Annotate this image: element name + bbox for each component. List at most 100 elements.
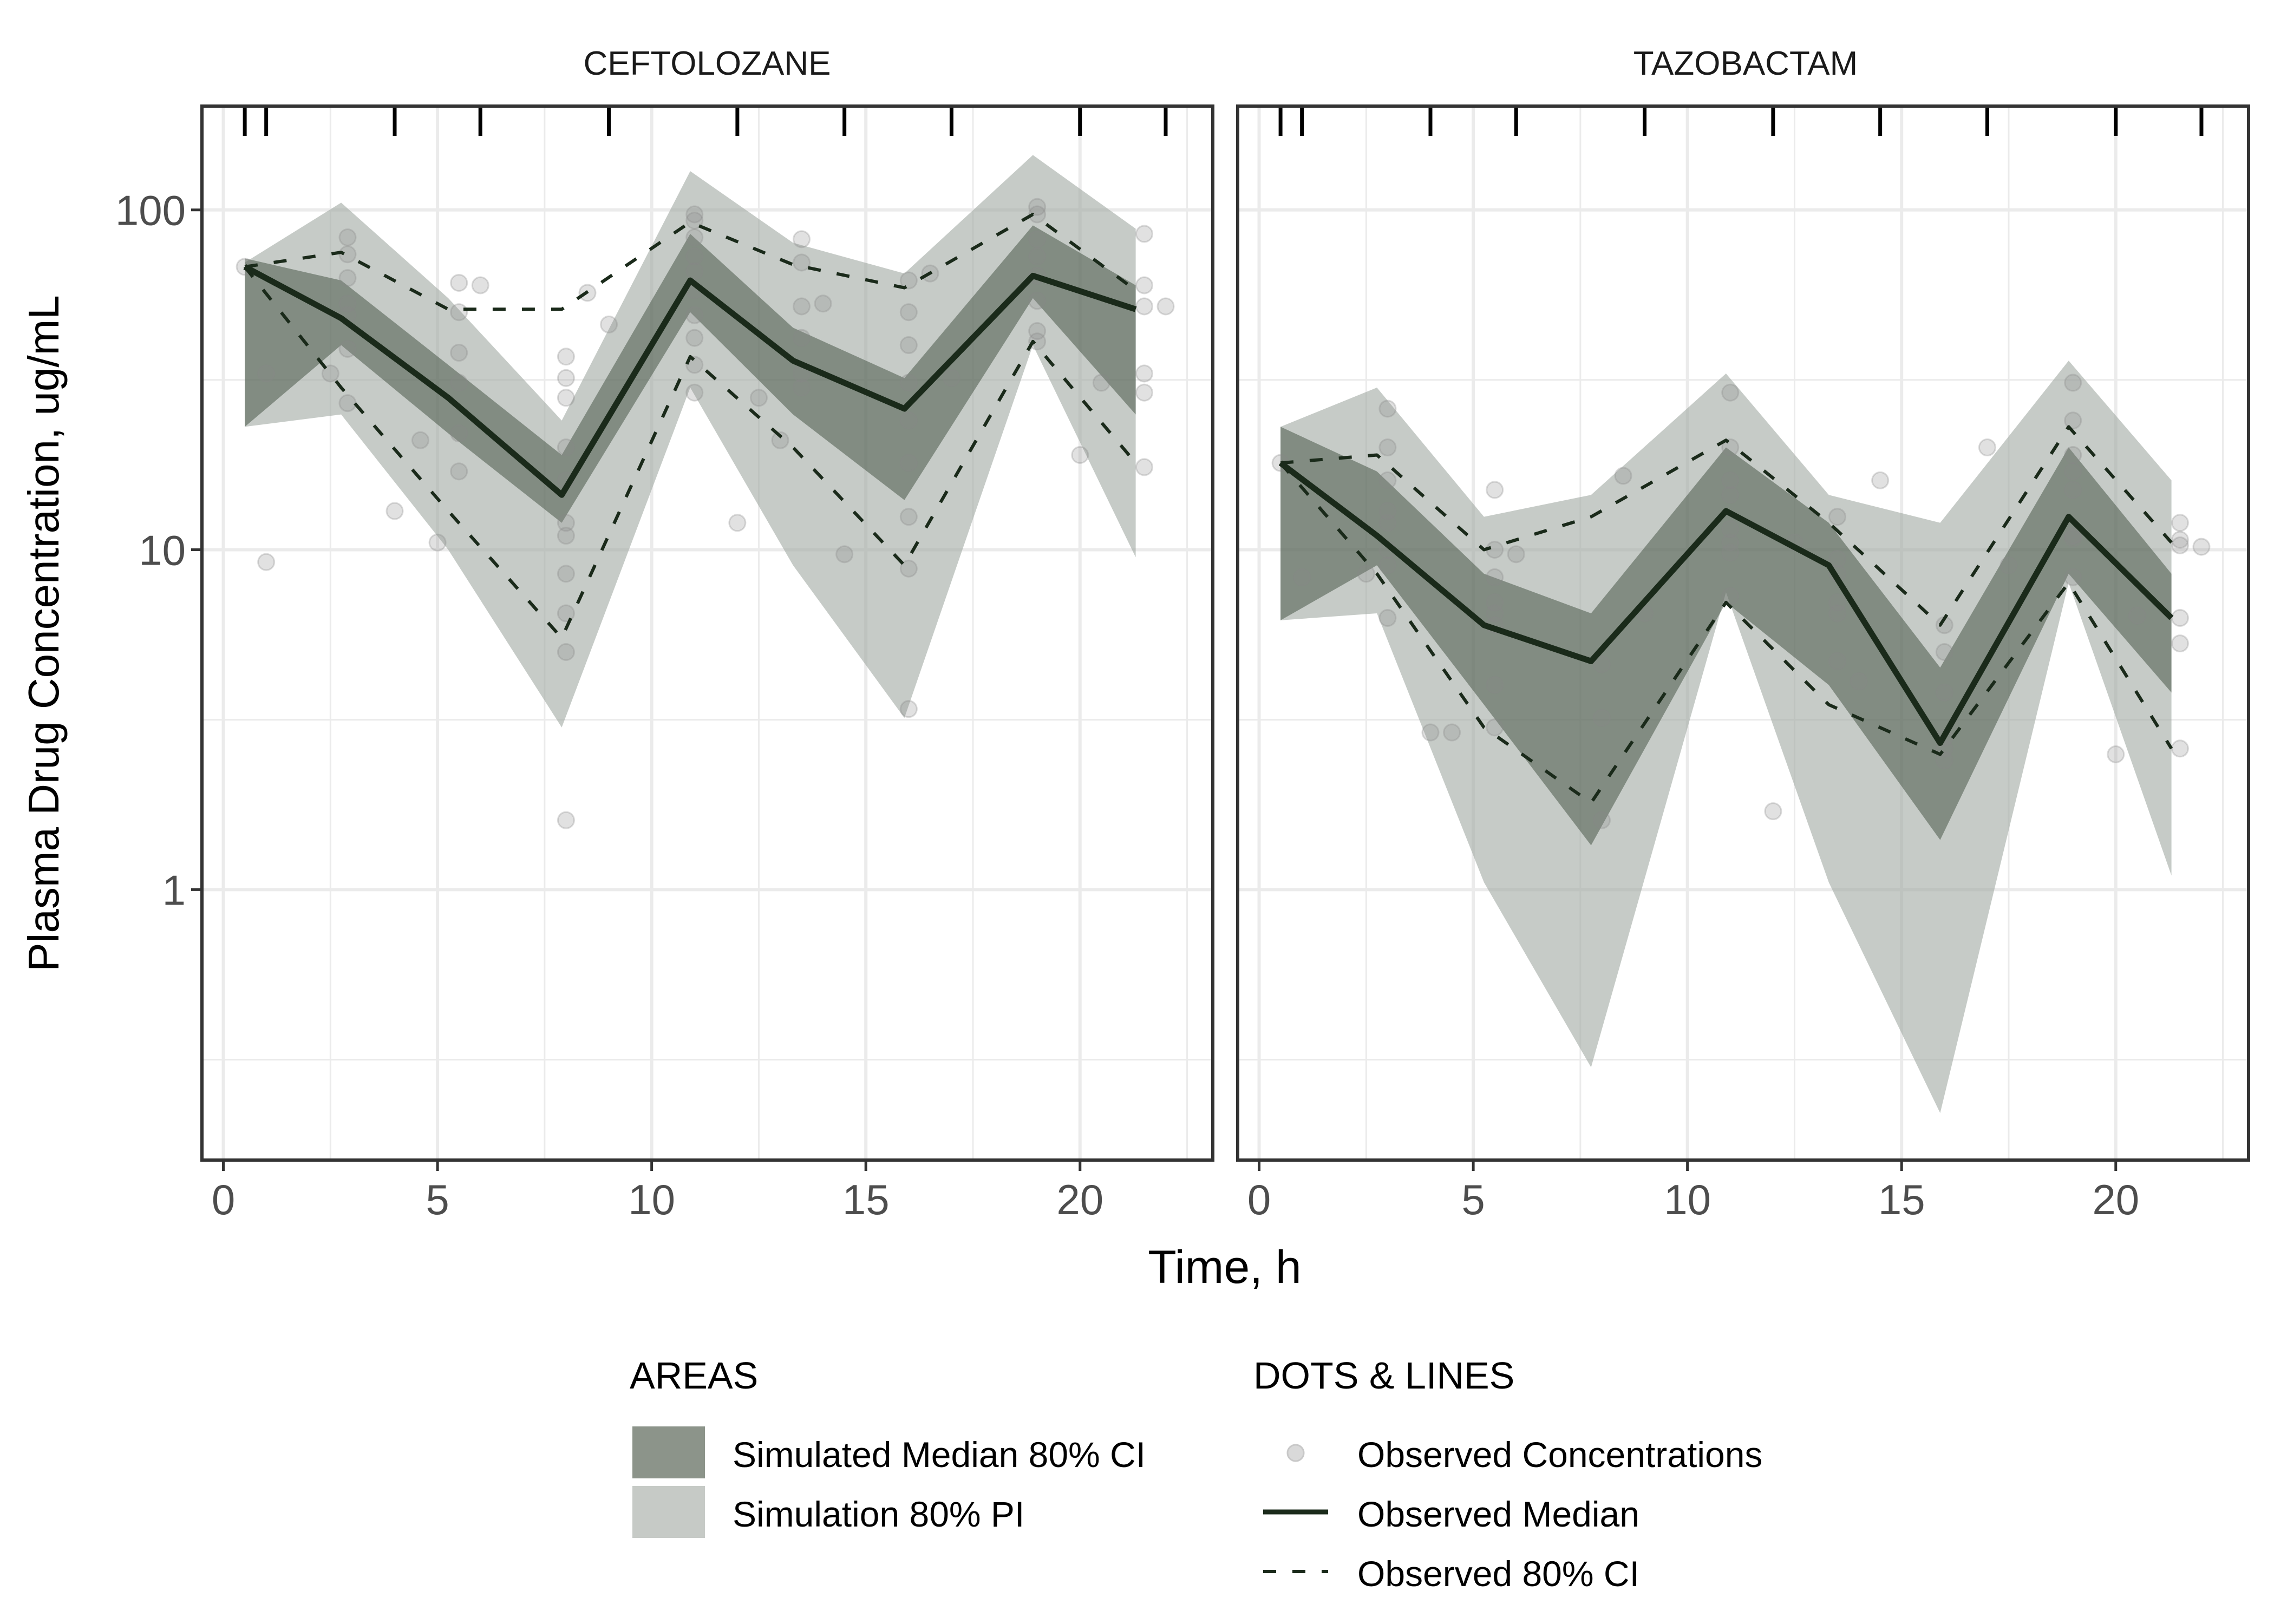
observed-point xyxy=(1028,205,1047,224)
observed-point xyxy=(450,374,468,392)
panel-ceftolozane: 0 5 10 15 20 1 10 100 xyxy=(115,104,1214,1223)
observed-point xyxy=(1828,652,1847,670)
observed-point xyxy=(771,431,789,449)
observed-point xyxy=(685,356,704,374)
observed-point xyxy=(1071,446,1089,464)
observed-point xyxy=(2107,745,2125,764)
observed-point xyxy=(1935,643,1953,662)
observed-point xyxy=(428,533,447,552)
observed-point xyxy=(814,294,832,313)
x-tick-label: 20 xyxy=(1056,1176,1103,1223)
observed-point xyxy=(1421,723,1440,742)
observed-point xyxy=(1721,471,1740,489)
observed-point xyxy=(2064,529,2082,548)
observed-point xyxy=(2128,606,2146,625)
observed-point xyxy=(1028,322,1047,340)
observed-point xyxy=(1135,458,1153,476)
observed-point xyxy=(557,514,575,532)
observed-point xyxy=(1357,565,1375,583)
observed-point xyxy=(1486,593,1504,612)
observed-point xyxy=(1828,593,1847,612)
observed-point xyxy=(2064,446,2082,464)
observed-point xyxy=(899,559,918,578)
observed-point xyxy=(1378,556,1397,574)
observed-point xyxy=(1828,508,1847,526)
observed-point xyxy=(1378,502,1397,520)
observed-point xyxy=(1378,514,1397,532)
strip-label-tazobactam: TAZOBACTAM xyxy=(1633,45,1858,82)
observed-point xyxy=(1999,556,2018,574)
observed-point xyxy=(1721,383,1740,402)
legend-key-observed-dot xyxy=(1286,1444,1305,1462)
observed-point xyxy=(2171,634,2189,653)
observed-point xyxy=(1828,549,1847,568)
observed-point xyxy=(450,424,468,443)
observed-point xyxy=(557,369,575,387)
x-tick-label: 0 xyxy=(212,1176,235,1223)
legend-key-pi xyxy=(632,1486,705,1538)
observed-point xyxy=(793,230,811,248)
observed-point xyxy=(1028,247,1047,266)
observed-point xyxy=(1721,543,1740,562)
observed-point xyxy=(1721,438,1740,457)
x-tick-label: 10 xyxy=(628,1176,675,1223)
observed-point xyxy=(1935,751,1953,770)
panel-tazobactam: 0 5 10 15 20 xyxy=(1236,104,2250,1223)
observed-point xyxy=(899,271,918,290)
observed-point xyxy=(793,329,811,347)
observed-point xyxy=(899,508,918,526)
observed-point xyxy=(1721,486,1740,504)
observed-point xyxy=(1721,533,1740,552)
observed-point xyxy=(338,394,357,412)
observed-point xyxy=(1028,198,1047,216)
observed-point xyxy=(1092,374,1110,392)
observed-point xyxy=(1378,438,1397,457)
observed-point xyxy=(1378,400,1397,418)
x-axis-label: Time, h xyxy=(1148,1241,1302,1293)
observed-point xyxy=(411,431,429,449)
observed-point xyxy=(338,269,357,287)
observed-point xyxy=(1135,225,1153,243)
observed-point xyxy=(899,411,918,430)
observed-point xyxy=(450,303,468,322)
strip-label-ceftolozane: CEFTOLOZANE xyxy=(583,45,831,82)
observed-point xyxy=(2171,531,2189,549)
y-tick-label: 1 xyxy=(162,866,186,914)
panel-border xyxy=(1236,104,2250,1162)
observed-point xyxy=(835,545,854,564)
legend-title-areas: AREAS xyxy=(630,1354,758,1397)
observed-point xyxy=(450,273,468,292)
observed-point xyxy=(1293,568,1311,586)
observed-point xyxy=(2171,608,2189,627)
observed-point xyxy=(321,364,339,383)
observed-80ci-lower-line xyxy=(1279,462,2173,805)
simulation-80pi-band xyxy=(245,155,1136,728)
observed-point xyxy=(685,247,704,266)
observed-point xyxy=(685,306,704,324)
observed-point xyxy=(1443,723,1461,742)
observed-point xyxy=(899,454,918,472)
x-tick-label: 15 xyxy=(1878,1176,1925,1223)
observed-point xyxy=(557,438,575,457)
observed-point xyxy=(1507,545,1525,564)
observed-point xyxy=(685,205,704,224)
observed-point xyxy=(1486,568,1504,586)
observed-point xyxy=(557,565,575,583)
observed-point xyxy=(338,228,357,247)
observed-point xyxy=(1935,683,1953,702)
observed-point xyxy=(685,262,704,280)
observed-point xyxy=(728,514,747,532)
observed-point xyxy=(1764,802,1782,821)
y-axis-label: Plasma Drug Concentration, ug/mL xyxy=(19,295,68,972)
legend-key-median-ci xyxy=(632,1426,705,1478)
observed-point xyxy=(1486,604,1504,623)
observed-point xyxy=(557,811,575,829)
observed-point xyxy=(338,294,357,313)
observed-point xyxy=(2064,568,2082,586)
observed-point xyxy=(1028,292,1047,310)
legend-label-pi: Simulation 80% PI xyxy=(733,1494,1024,1534)
observed-point xyxy=(899,336,918,355)
observed-point xyxy=(557,348,575,366)
simulated-median-80ci-band xyxy=(1280,427,2172,846)
observed-point xyxy=(471,276,489,294)
